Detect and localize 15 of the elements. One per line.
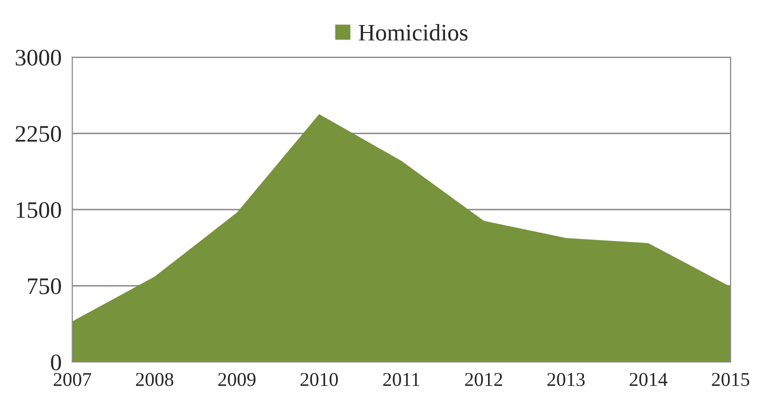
y-tick-label: 2250 — [16, 126, 61, 142]
y-tick-label: 0 — [50, 354, 61, 370]
y-tick-label: 750 — [28, 278, 61, 294]
x-tick-label: 2010 — [300, 372, 338, 386]
x-tick-label: 2012 — [465, 372, 502, 386]
x-tick-label: 2011 — [383, 372, 420, 386]
y-tick-label: 3000 — [16, 50, 61, 66]
x-tick-label: 2009 — [218, 372, 256, 386]
y-tick-label: 1500 — [16, 202, 61, 218]
x-tick-label: 2014 — [630, 372, 668, 386]
x-tick-label: 2013 — [547, 372, 585, 386]
x-tick-label: 2007 — [54, 372, 92, 386]
x-tick-label: 2015 — [712, 372, 750, 386]
x-tick-label: 2008 — [136, 372, 174, 386]
legend-label: Homicidios — [358, 24, 468, 41]
